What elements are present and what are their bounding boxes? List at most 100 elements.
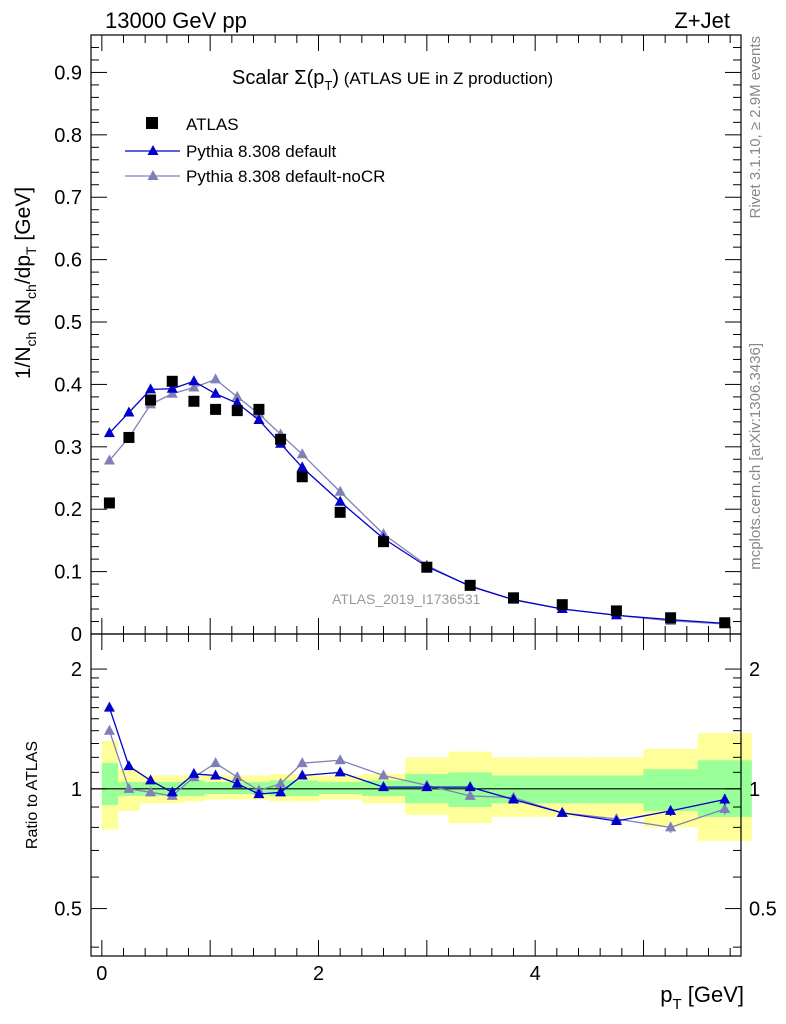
ratio-point-default-8 bbox=[275, 786, 287, 797]
legend-marker-default bbox=[147, 145, 159, 155]
side-label-mcplots: mcplots.cern.ch [arXiv:1306.3436] bbox=[747, 343, 764, 570]
ratio-point-nocr-13 bbox=[464, 789, 476, 800]
ratio-point-nocr-17 bbox=[665, 821, 677, 832]
legend-marker-atlas bbox=[146, 117, 158, 129]
main-point-atlas-10 bbox=[334, 506, 346, 518]
main-point-atlas-4 bbox=[188, 395, 200, 407]
main-point-nocr-4 bbox=[188, 381, 200, 392]
x-axis-label: pT [GeV] bbox=[660, 982, 744, 1013]
main-ytick-label-5: 0.5 bbox=[54, 312, 82, 334]
main-ytick-label-8: 0.8 bbox=[54, 125, 82, 147]
ratio-point-default-9 bbox=[296, 769, 308, 780]
ratio-point-default-11 bbox=[378, 781, 389, 792]
axis-ticks: 0 0.1 0.2 0.3 0.4 0.5 0.6 0.7 0.8 0.9 0.5 0.5 1 1 2 2 0 2… bbox=[54, 35, 777, 985]
band-stat-17 bbox=[643, 769, 698, 811]
xtick-label-0: 0 bbox=[96, 963, 107, 985]
ylabel-d: [GeV] bbox=[12, 187, 35, 247]
ratio-plot bbox=[103, 701, 731, 833]
ratio-ytick-label-right-1: 1 bbox=[749, 779, 760, 801]
side-label-rivet: Rivet 3.1.10, ≥ 2.9M events bbox=[747, 36, 764, 219]
ratio-point-nocr-18 bbox=[719, 802, 731, 813]
ratio-ytick-label-right-2: 2 bbox=[749, 659, 760, 681]
main-point-atlas-17 bbox=[665, 612, 677, 624]
ratio-point-default-7 bbox=[253, 788, 265, 799]
ylabel-c: /dp bbox=[12, 255, 35, 284]
xtick-label-1: 2 bbox=[313, 963, 324, 985]
main-plot bbox=[103, 373, 731, 629]
main-ytick-label-9: 0.9 bbox=[54, 62, 82, 84]
main-point-default-3 bbox=[166, 382, 178, 393]
ratio-point-nocr-2 bbox=[145, 786, 157, 797]
ratio-point-default-18 bbox=[719, 793, 731, 804]
main-point-atlas-1 bbox=[123, 431, 135, 443]
legend-label-default: Pythia 8.308 default bbox=[186, 142, 337, 161]
ratio-point-nocr-9 bbox=[296, 757, 308, 768]
band-stat-9 bbox=[291, 780, 319, 796]
ratio-point-default-17 bbox=[665, 804, 677, 815]
title-prefix: Scalar bbox=[232, 67, 294, 89]
main-line-default bbox=[108, 380, 725, 625]
title-sigma: Σ(p bbox=[294, 67, 324, 89]
main-ytick-label-6: 0.6 bbox=[54, 250, 82, 272]
main-point-atlas-13 bbox=[464, 579, 476, 591]
band-stat-5 bbox=[204, 782, 227, 795]
ylabel-c-sub: T bbox=[23, 246, 39, 255]
ratio-point-nocr-6 bbox=[231, 771, 243, 782]
header-left: 13000 GeV pp bbox=[105, 8, 247, 33]
xlabel-a: p bbox=[660, 982, 672, 1007]
band-stat-6 bbox=[226, 782, 249, 795]
ratio-point-default-3 bbox=[166, 786, 178, 797]
main-point-atlas-7 bbox=[253, 403, 265, 415]
legend: ATLAS Pythia 8.308 default Pythia 8.308 … bbox=[125, 115, 385, 186]
xlabel-b: [GeV] bbox=[682, 982, 744, 1007]
ratio-point-default-13 bbox=[464, 781, 476, 792]
main-point-default-5 bbox=[210, 387, 222, 398]
ratio-point-default-10 bbox=[334, 766, 346, 777]
main-point-atlas-11 bbox=[378, 536, 389, 548]
main-point-atlas-14 bbox=[508, 592, 519, 604]
title-close: ) bbox=[332, 67, 339, 89]
y-axis-label-ratio: Ratio to ATLAS bbox=[24, 741, 41, 849]
y-axis-label-main: 1/Nch dNch/dpT [GeV] bbox=[12, 187, 39, 379]
ratio-point-nocr-8 bbox=[275, 777, 287, 788]
main-point-atlas-0 bbox=[103, 497, 115, 509]
ratio-point-default-1 bbox=[123, 760, 135, 771]
ratio-point-default-15 bbox=[556, 806, 568, 817]
main-point-atlas-6 bbox=[231, 405, 243, 417]
main-point-default-6 bbox=[231, 397, 243, 408]
ratio-point-default-4 bbox=[188, 767, 200, 778]
ratio-point-default-14 bbox=[508, 793, 519, 804]
ylabel-b-sub: ch bbox=[23, 284, 39, 299]
ratio-point-nocr-10 bbox=[334, 754, 346, 765]
main-point-default-7 bbox=[253, 413, 265, 424]
title-sub: T bbox=[324, 78, 332, 93]
main-point-atlas-18 bbox=[719, 617, 731, 629]
ratio-point-nocr-5 bbox=[210, 757, 222, 768]
ratio-point-default-2 bbox=[145, 774, 157, 785]
main-ytick-label-4: 0.4 bbox=[54, 374, 82, 396]
main-point-atlas-8 bbox=[275, 433, 287, 445]
band-stat-10 bbox=[318, 782, 362, 795]
main-point-nocr-10 bbox=[334, 485, 346, 496]
ratio-point-default-5 bbox=[210, 769, 222, 780]
main-point-atlas-9 bbox=[296, 471, 308, 483]
ratio-point-default-16 bbox=[610, 815, 622, 826]
main-point-default-9 bbox=[296, 461, 308, 472]
main-point-atlas-3 bbox=[166, 375, 178, 387]
ylabel-a-sub: ch bbox=[23, 332, 39, 347]
ratio-ytick-label-left-0: 0.5 bbox=[54, 899, 82, 921]
main-point-atlas-15 bbox=[556, 599, 568, 611]
main-point-nocr-0 bbox=[103, 454, 115, 465]
main-point-default-1 bbox=[123, 406, 135, 417]
xlabel-sub: T bbox=[672, 996, 681, 1013]
ratio-ytick-label-left-2: 2 bbox=[71, 659, 82, 681]
ratio-point-nocr-0 bbox=[103, 724, 115, 735]
main-point-atlas-2 bbox=[145, 394, 157, 406]
ratio-frame bbox=[90, 633, 742, 957]
ratio-point-nocr-11 bbox=[378, 769, 389, 780]
main-ytick-label-3: 0.3 bbox=[54, 437, 82, 459]
band-stat-0 bbox=[101, 763, 119, 806]
main-point-nocr-6 bbox=[231, 390, 243, 401]
ratio-ytick-label-left-1: 1 bbox=[71, 779, 82, 801]
